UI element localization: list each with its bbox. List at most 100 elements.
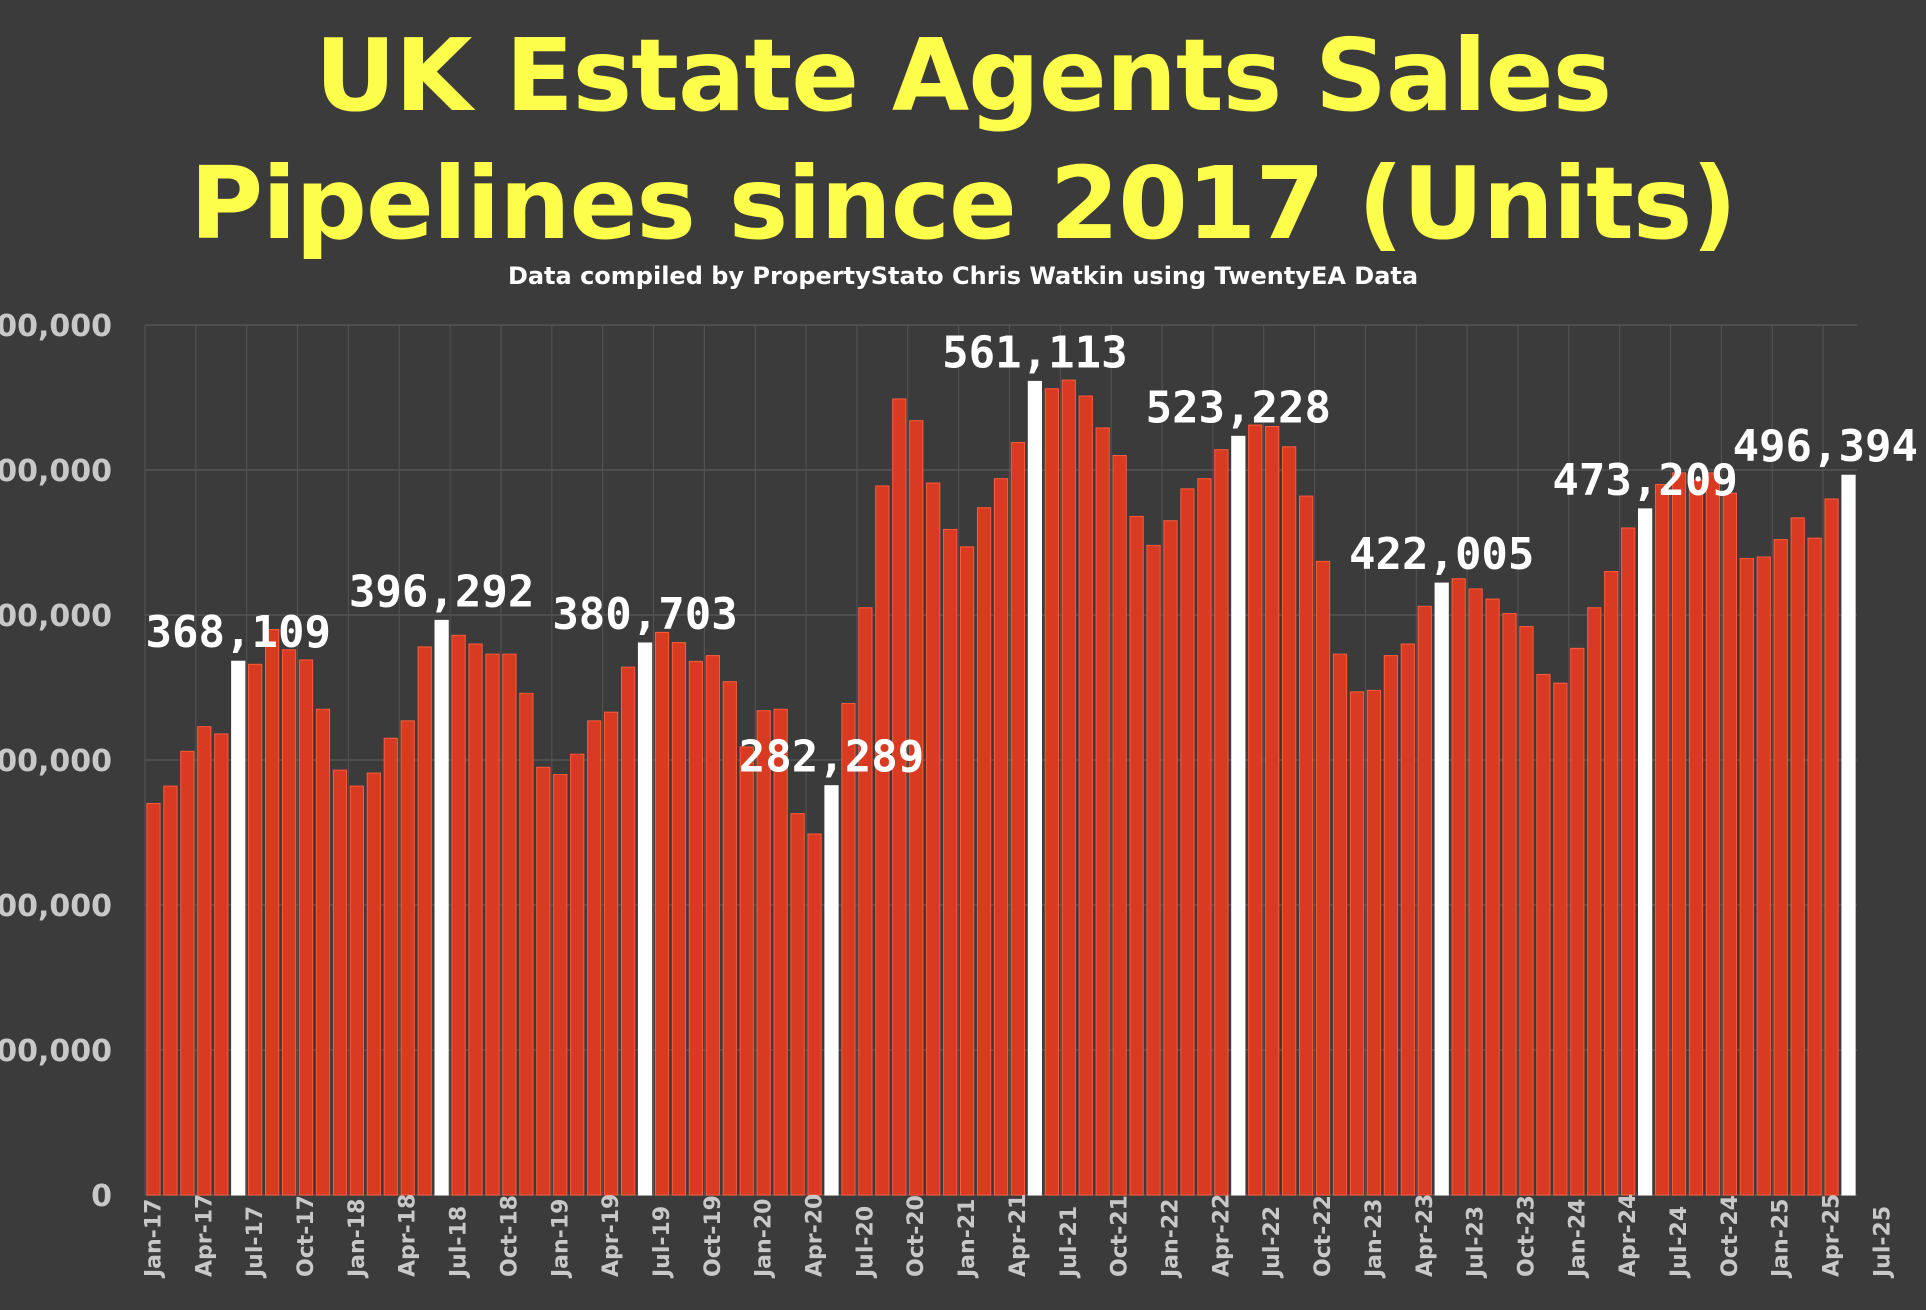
bar: [1044, 388, 1059, 1196]
bar: [1722, 492, 1737, 1196]
bar: [265, 629, 280, 1196]
x-tick-label: Apr-25: [1820, 1194, 1845, 1277]
bar: [1078, 395, 1093, 1196]
bar: [841, 702, 856, 1196]
bar: [1010, 441, 1026, 1196]
highlighted-bar: [434, 619, 449, 1196]
bar: [1519, 626, 1534, 1196]
bar: [1671, 472, 1687, 1196]
bar: [553, 774, 568, 1196]
y-tick-label: 300,000: [0, 744, 112, 779]
bar: [722, 681, 737, 1196]
bar: [1773, 539, 1788, 1196]
highlighted-bar: [1231, 435, 1246, 1196]
bar: [281, 649, 297, 1196]
y-axis: 0 100,000 200,000 300,000 400,000 500,000 600,…: [0, 309, 112, 1214]
x-tick-label: Apr-21: [1006, 1194, 1031, 1277]
x-tick-label: Oct-23: [1514, 1195, 1539, 1277]
bar: [1248, 424, 1263, 1196]
x-tick-label: Jan-23: [1362, 1199, 1387, 1279]
x-tick-label: Apr-24: [1616, 1194, 1641, 1277]
x-tick-label: Jul-18: [447, 1206, 472, 1279]
bars: [146, 379, 1856, 1196]
x-tick-label: Jul-25: [1870, 1206, 1895, 1279]
data-label: 496,394: [1733, 421, 1918, 472]
bar: [1265, 426, 1280, 1196]
bar: [587, 720, 602, 1196]
data-labels: 368,109 396,292 380,703 282,289 561,113 523,2…: [146, 327, 1918, 782]
bar: [1061, 379, 1076, 1196]
bar: [163, 785, 178, 1196]
bar: [1366, 689, 1382, 1196]
bar: [1688, 479, 1704, 1196]
x-tick-label: Oct-22: [1311, 1195, 1336, 1277]
bar: [502, 653, 517, 1196]
bar: [536, 766, 551, 1196]
bar: [671, 642, 687, 1196]
highlighted-bar: [824, 785, 839, 1196]
y-tick-label: 600,000: [0, 309, 112, 344]
bar: [1756, 556, 1771, 1196]
highlighted-bar: [1638, 508, 1653, 1196]
y-tick-label: 400,000: [0, 599, 112, 634]
bar: [858, 607, 873, 1196]
data-label: 368,109: [146, 607, 331, 658]
x-tick-label: Apr-23: [1413, 1194, 1438, 1277]
highlighted-bar: [637, 642, 653, 1196]
bar: [1214, 449, 1229, 1196]
x-tick-label: Jul-21: [1057, 1206, 1082, 1279]
y-tick-label: 500,000: [0, 454, 112, 489]
bar: [214, 733, 229, 1196]
bar: [875, 485, 890, 1196]
bar: [1180, 488, 1195, 1196]
bar: [1807, 537, 1822, 1196]
bar: [1553, 682, 1568, 1196]
bar: [1112, 455, 1127, 1196]
x-tick-label: Jan-22: [1159, 1199, 1184, 1279]
highlighted-bar: [1027, 380, 1043, 1196]
bar: [1417, 605, 1432, 1196]
bar: [1468, 588, 1483, 1196]
y-tick-label: 200,000: [0, 889, 112, 924]
bar: [892, 398, 907, 1196]
data-label: 282,289: [739, 732, 924, 783]
x-tick-label: Apr-17: [192, 1194, 217, 1277]
bar: [756, 710, 771, 1196]
x-tick-label: Oct-18: [497, 1195, 522, 1277]
x-tick-label: Jan-24: [1565, 1199, 1590, 1279]
bar: [976, 507, 992, 1196]
x-tick-label: Jul-22: [1260, 1206, 1285, 1279]
x-tick-label: Apr-20: [803, 1194, 828, 1277]
bar: [1197, 478, 1212, 1196]
bar: [807, 833, 822, 1196]
bar: [1400, 643, 1415, 1196]
data-label: 380,703: [552, 589, 737, 640]
bar: [1315, 560, 1331, 1196]
bar: [349, 785, 364, 1196]
x-tick-label: Apr-19: [599, 1194, 624, 1277]
bar: [298, 659, 314, 1196]
x-tick-label: Apr-18: [396, 1194, 421, 1277]
data-label: 561,113: [942, 327, 1127, 378]
bar: [959, 546, 975, 1196]
data-label: 422,005: [1349, 529, 1534, 580]
x-tick-label: Jul-20: [853, 1206, 878, 1279]
highlighted-bar: [231, 660, 246, 1196]
bar: [739, 746, 754, 1196]
bar: [400, 720, 415, 1196]
bar: [451, 634, 466, 1196]
bar: [383, 737, 398, 1196]
bar: [1824, 498, 1839, 1196]
bar: [1298, 495, 1314, 1196]
bar: [366, 772, 381, 1196]
x-tick-label: Oct-24: [1718, 1195, 1743, 1277]
bar: [1163, 520, 1178, 1196]
bar: [604, 711, 619, 1196]
x-tick-label: Jan-19: [548, 1199, 573, 1279]
x-tick-label: Oct-21: [1108, 1195, 1133, 1277]
data-label: 396,292: [349, 566, 534, 617]
bar: [1485, 598, 1500, 1196]
bar: [705, 655, 720, 1196]
x-tick-label: Jan-25: [1769, 1199, 1794, 1279]
